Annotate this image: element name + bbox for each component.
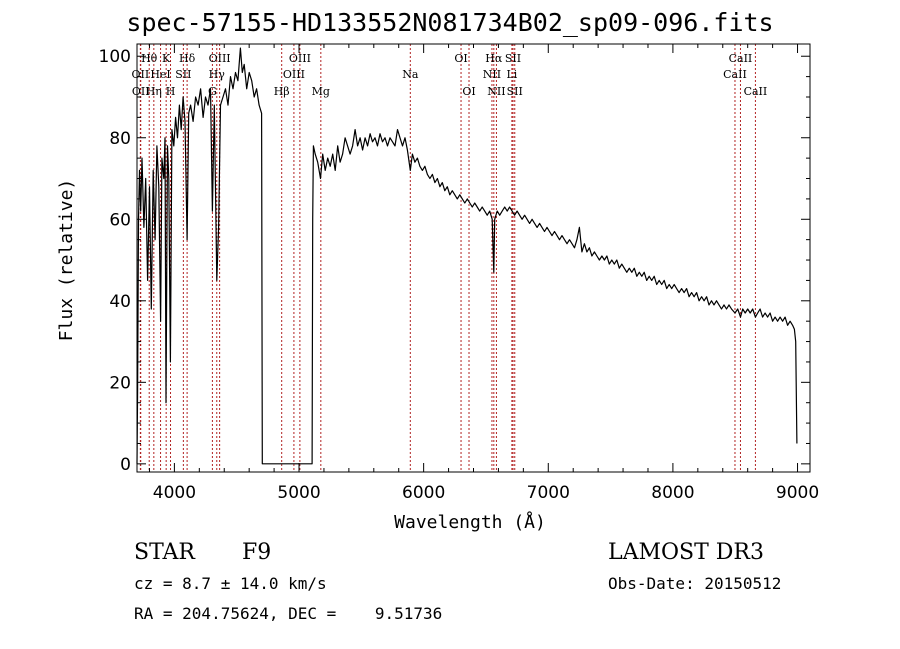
- line-markers: [139, 44, 756, 472]
- x-axis: 4000 5000 6000 7000 8000 9000: [148, 44, 819, 503]
- line-label: OI: [454, 52, 467, 65]
- spectrum-line: [136, 47, 798, 465]
- line-label: Li: [506, 68, 517, 81]
- y-axis-label: Flux (relative): [56, 179, 77, 342]
- line-label: SII: [507, 85, 523, 98]
- y-tick-label: 40: [109, 292, 131, 312]
- redshift-cz: cz = 8.7 ± 14.0 km/s: [134, 574, 327, 593]
- y-tick-label: 60: [109, 210, 131, 230]
- object-class: STAR: [134, 540, 195, 565]
- subclass: F9: [242, 540, 272, 565]
- y-tick-label: 20: [109, 373, 131, 393]
- line-label: OIII: [289, 52, 311, 65]
- y-tick-label: 100: [99, 47, 131, 67]
- ra-dec: RA = 204.75624, DEC = 9.51736: [134, 604, 443, 623]
- line-label: OII: [132, 85, 150, 98]
- line-label: Hθ: [141, 52, 158, 65]
- obs-date: Obs-Date: 20150512: [608, 574, 782, 593]
- line-label: CaII: [723, 68, 747, 81]
- line-label: Mg: [312, 85, 330, 98]
- line-label: K: [162, 52, 171, 65]
- line-label: NII: [483, 68, 501, 81]
- line-label: SII: [505, 52, 521, 65]
- line-label: SII: [175, 68, 191, 81]
- line-label: Hβ: [274, 85, 290, 98]
- x-tick-label: 4000: [153, 483, 196, 503]
- spectrum-series: [136, 47, 798, 465]
- chart-title: spec-57155-HD133552N081734B02_sp09-096.f…: [126, 8, 774, 37]
- line-label: G: [208, 85, 217, 98]
- x-tick-label: 7000: [527, 483, 570, 503]
- line-label: HeI: [150, 68, 170, 81]
- line-label: H: [166, 85, 176, 98]
- line-label: CaII: [744, 85, 768, 98]
- line-label: Hα: [485, 52, 503, 65]
- x-tick-label: 5000: [277, 483, 320, 503]
- line-label: OI: [462, 85, 475, 98]
- line-label: Hδ: [179, 52, 196, 65]
- x-tick-label: 8000: [651, 483, 694, 503]
- line-label: CaII: [729, 52, 753, 65]
- x-axis-label: Wavelength (Å): [394, 511, 546, 533]
- x-tick-label: 6000: [402, 483, 445, 503]
- x-tick-label: 9000: [776, 483, 819, 503]
- plot-frame: [136, 43, 811, 473]
- line-label: Hη: [146, 85, 162, 98]
- line-label: OII: [132, 68, 150, 81]
- line-label: OIII: [283, 68, 305, 81]
- survey-name: LAMOST DR3: [608, 540, 764, 565]
- y-tick-label: 0: [120, 455, 131, 475]
- line-label: Na: [402, 68, 419, 81]
- y-tick-label: 80: [109, 129, 131, 149]
- line-label: OIII: [209, 52, 231, 65]
- line-label: Hγ: [209, 68, 226, 81]
- y-axis: 0 20 40 60 80 100: [99, 47, 810, 475]
- line-label: NII: [487, 85, 505, 98]
